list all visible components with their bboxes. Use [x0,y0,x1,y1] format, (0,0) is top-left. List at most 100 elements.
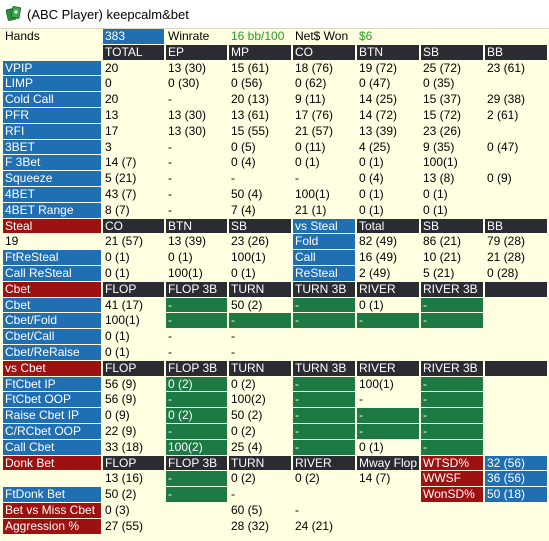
stat-label[interactable]: FtDonk Bet [3,487,101,502]
stat-row-ftcbet-oop: FtCbet OOP 56 (9) -100(2) - - - [3,392,549,408]
stat-cell: 0 (4) [359,171,384,186]
stat-cell: 23 (61) [487,60,526,75]
stat-row-3bet: 3BET 3 - 0 (5) 0 (11) 4 (25) 9 (35) 0 (47) [3,139,549,156]
stat-cell: 28 (32) [231,518,270,533]
stat-cell: Winrate [168,29,210,43]
stat-cell: 15 (72) [423,107,462,122]
stat-cell: 27 (55) [105,518,144,533]
stat-row-limp: LIMP 0 0 (30) 0 (56) 0 (62) 0 (47) 0 (35) [3,76,549,92]
stat-cell: 50 (2) [231,408,263,423]
stat-label[interactable]: Cbet/Call [3,329,101,344]
stat-cell: 82 (49) [359,234,398,249]
stat-cell: 10 (21) [423,250,462,265]
stat-label[interactable]: FtCbet OOP [3,392,101,408]
stat-label[interactable]: Aggression % [3,518,101,534]
stat-cell: 0 (3) [105,502,130,517]
stat-row-c-rcbet-oop: C/RCbet OOP 22 (9) -0 (2) - - - [3,423,549,440]
stat-label[interactable]: Squeeze [3,171,101,186]
stat-cell [485,281,547,297]
stat-row-hands: Hands 383 Winrate 16 bb/100 Net$ Won $6 [3,29,549,45]
stat-cell: 21 (57) [105,234,144,249]
stat-label[interactable]: Cold Call [3,92,101,107]
stat-cell: 0 (1) [359,439,384,454]
stat-label[interactable]: 3BET [3,139,101,155]
stat-cell: 5 (21) [423,265,455,280]
stat-cell: SB [421,218,483,234]
stat-cell: 100(1) [105,313,140,328]
stat-cell: - [231,171,235,186]
stat-row-cold-call: Cold Call 20 - 20 (13) 9 (11) 14 (25) 15 (37) 2… [3,92,549,108]
stat-label[interactable]: Cbet/ReRaise [3,344,101,360]
stat-cell: 0 (62) [295,76,327,91]
stat-cell: BTN [166,218,227,234]
stat-cell: 0 (35) [423,76,455,91]
stat-cell: 15 (61) [231,60,270,75]
stat-cell: 15 (37) [423,92,462,107]
stat-cell: - [168,171,172,186]
stat-label[interactable]: Hands [5,29,40,43]
stat-row-pfr: PFR 13 13 (30) 13 (61) 17 (76) 14 (72) 15 (72)… [3,107,549,124]
stat-label[interactable]: VPIP [3,60,101,76]
stat-cell: 0 (1) [231,265,256,280]
stat-row-cbet-fold: Cbet/Fold 100(1) - - - - - [3,313,549,329]
stat-cell: - [293,439,355,455]
stat-cell: - [166,297,227,313]
stat-cell: 14 (7) [359,471,391,486]
stat-label[interactable]: Cbet [3,297,101,313]
stat-label[interactable]: FtCbet IP [3,376,101,392]
stat-cell: 9 (11) [295,92,326,107]
stat-label[interactable]: Call Cbet [3,439,101,455]
stat-cell: RIVER 3B [421,281,483,297]
stat-cell: 0 (1) [423,186,448,201]
stat-label[interactable]: 4BET Range [3,202,101,218]
stat-cell: - [168,92,172,107]
stat-cell: 21 (57) [295,123,334,138]
stat-cell: 0 [105,76,112,91]
stat-cell: 50 (2) [231,297,263,312]
stat-label[interactable]: Cbet/Fold [3,313,101,329]
poker-cards-icon [6,6,21,21]
stat-label[interactable]: Bet vs Miss Cbet [3,502,101,518]
stat-cell: 60 (5) [231,502,263,517]
stat-cell: 0 (2) [166,408,227,423]
stat-cell: 13 (39) [168,234,207,249]
stat-cell: RIVER 3B [421,360,483,376]
stat-cell: 0 (1) [359,186,384,201]
stat-cell: 19 (72) [359,60,398,75]
stat-label[interactable]: C/RCbet OOP [3,423,101,439]
stat-row-raise-cbet-ip: Raise Cbet IP 0 (9) 0 (2) 50 (2) - - - [3,408,549,424]
stat-label[interactable]: FtReSteal [3,250,101,265]
stat-label[interactable]: LIMP [3,76,101,92]
stat-label[interactable]: Steal [3,218,101,234]
stat-label[interactable]: RFI [3,123,101,139]
stat-label[interactable]: Donk Bet [3,455,101,471]
stat-label[interactable]: vs Cbet [3,360,101,376]
stat-cell: MP [229,44,291,60]
stat-cell: 22 (9) [105,423,137,438]
stat-label[interactable]: 19 [5,234,19,249]
stat-cell: 0 (1) [423,202,448,217]
window-titlebar[interactable]: (ABC Player) keepcalm&bet [0,0,549,29]
stat-cell: 14 (72) [359,107,398,122]
stat-cell: 0 (2) [231,376,256,391]
stat-label[interactable]: PFR [3,107,101,123]
stat-cell: 0 (2) [231,423,256,438]
stat-label[interactable]: Call ReSteal [3,265,101,281]
stat-cell: 9 (35) [423,139,455,154]
stat-cell: 0 (5) [231,139,256,154]
stat-label[interactable]: 4BET [3,186,101,202]
stat-label[interactable]: F 3Bet [3,155,101,171]
stat-cell: 23 (26) [231,234,270,249]
stat-cell: - [166,423,227,439]
stat-cell: WonSD% [421,487,483,502]
stat-cell: 15 (55) [231,123,270,138]
stat-label[interactable]: Raise Cbet IP [3,408,101,423]
stat-cell: - [168,344,172,359]
stat-label[interactable]: Cbet [3,281,101,297]
stat-cell: 13 [105,107,119,122]
stat-cell: 0 (47) [487,139,519,154]
stat-cell: 36 (56) [485,471,547,487]
stat-cell: - [421,392,483,408]
stat-cell: - [293,376,355,392]
stat-cell: 16 bb/100 [231,29,285,43]
